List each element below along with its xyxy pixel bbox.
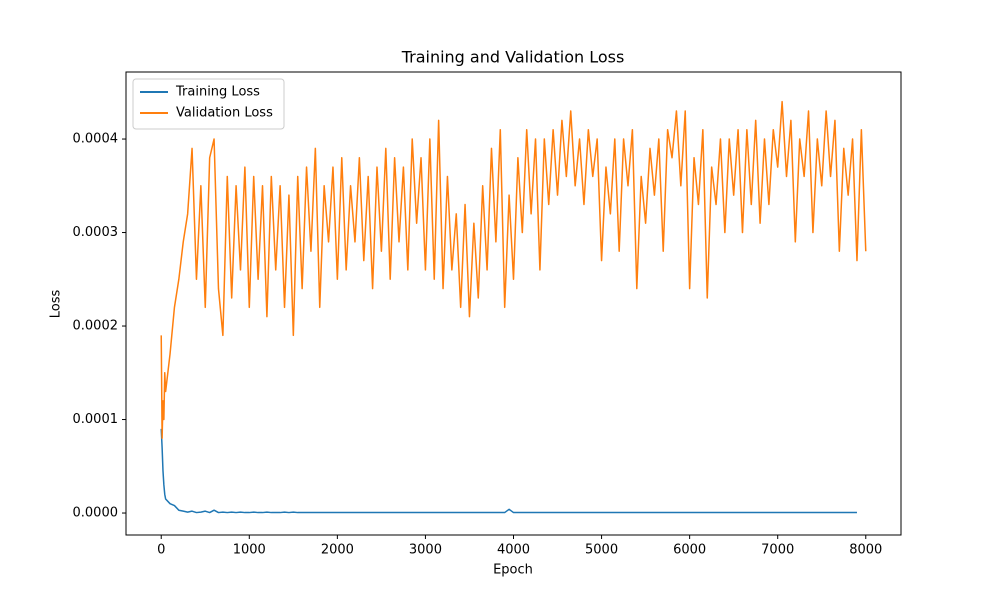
x-tick-label: 3000	[409, 543, 442, 558]
series-line	[160, 100, 867, 439]
legend-label: Training Loss	[175, 85, 260, 100]
x-tick-label: 0	[157, 543, 165, 558]
x-tick-label: 2000	[321, 543, 354, 558]
x-tick-label: 4000	[497, 543, 530, 558]
plot-frame	[125, 71, 902, 536]
chart-title: Training and Validation Loss	[401, 48, 625, 67]
series-line	[160, 428, 857, 514]
legend-label: Validation Loss	[176, 106, 273, 121]
x-tick-label: 6000	[673, 543, 706, 558]
x-tick-label: 8000	[849, 543, 882, 558]
y-tick-label: 0.0003	[73, 225, 119, 240]
x-tick-label: 1000	[233, 543, 266, 558]
x-axis-label: Epoch	[493, 563, 533, 578]
x-tick-label: 7000	[761, 543, 794, 558]
x-tick-label: 5000	[585, 543, 618, 558]
y-tick-label: 0.0001	[73, 412, 119, 427]
y-tick-label: 0.0002	[73, 319, 119, 334]
y-tick-label: 0.0004	[73, 132, 119, 147]
y-axis-label: Loss	[49, 290, 64, 319]
y-tick-label: 0.0000	[73, 506, 119, 521]
legend-box	[132, 78, 285, 130]
